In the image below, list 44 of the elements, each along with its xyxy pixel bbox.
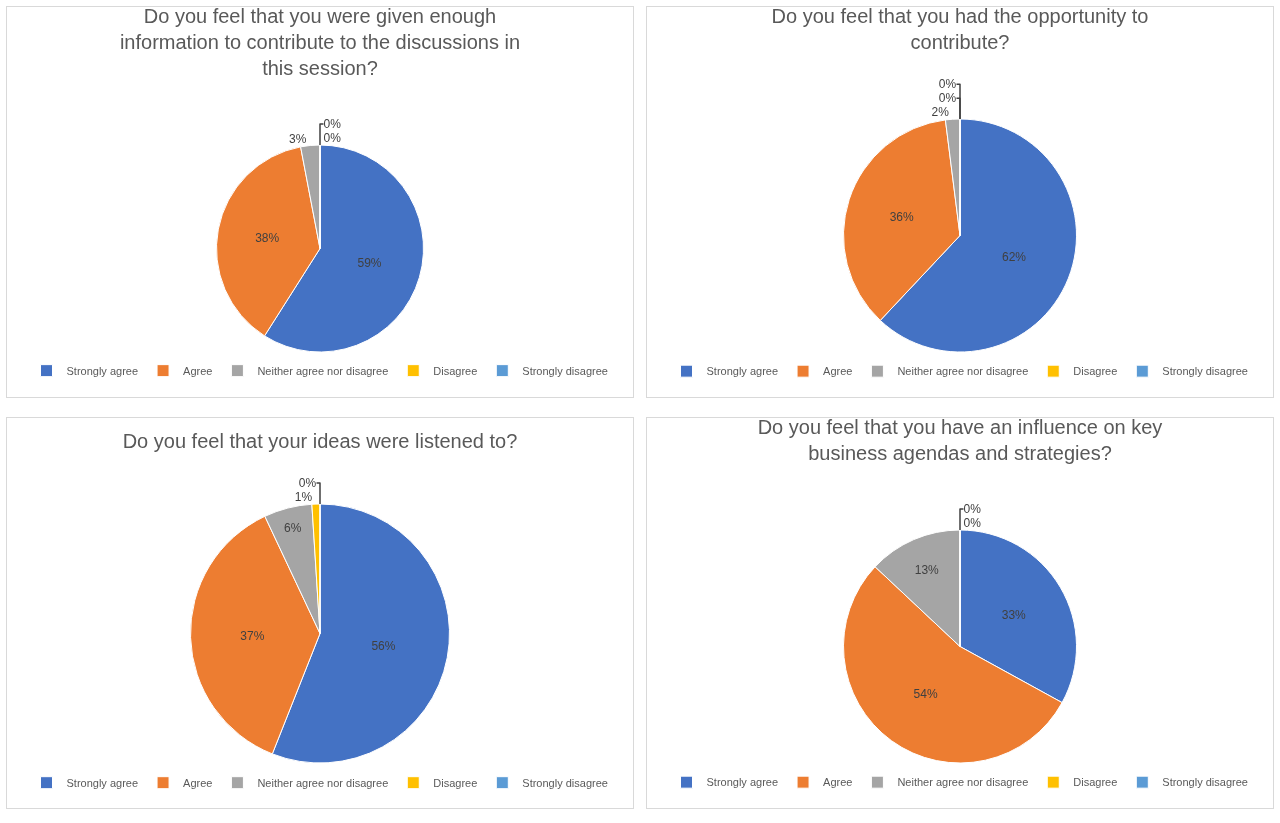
text: 0% [938,77,957,92]
text: 0% [963,502,981,516]
chart-title: Do you feel that you were given enough information to contribute to the discussions in this session? [119,4,521,79]
data-label: 37% [240,628,265,643]
legend-label: Agree [183,776,213,789]
legend-label: Strongly disagree [1162,365,1248,378]
legend-label: Neither agree nor disagree [257,364,389,377]
data-label: 13% [914,562,940,577]
text: 0% [938,91,957,106]
text: 0% [323,117,341,131]
legend-label: Strongly agree [66,776,139,789]
legend-label: Disagree [1073,776,1118,789]
legend-label: Disagree [433,776,478,789]
legend-label: Agree [823,776,853,789]
legend-label: Neither agree nor disagree [897,776,1029,789]
chart-title: Do you feel that you have an influence on key business agendas and strategies? [757,415,1163,464]
legend-label: Agree [183,364,213,377]
data-label: 6% [284,520,302,535]
legend-label: Strongly disagree [522,364,608,377]
legend-label: Strongly agree [706,776,779,789]
data-label: 56% [371,638,396,653]
chart-title: Do you feel that you had the opportunity to contribute? [771,4,1149,53]
legend-label: Neither agree nor disagree [257,776,389,789]
data-label: 3% [289,131,307,146]
text: 0% [963,516,981,530]
chart-title: Do you feel that your ideas were listened to? [122,429,518,452]
data-label: 33% [1001,607,1027,622]
data-label: 38% [255,231,280,246]
legend-label: Neither agree nor disagree [897,365,1029,378]
legend-label: Strongly agree [66,364,139,377]
legend-label: Strongly disagree [522,776,608,789]
data-label: 62% [1001,249,1027,264]
text: 0% [323,131,341,145]
legend-label: Strongly disagree [1162,776,1248,789]
legend-label: Strongly agree [706,365,779,378]
data-label: 36% [889,209,915,224]
legend-label: Disagree [433,364,478,377]
data-label: 2% [931,105,950,120]
legend-label: Disagree [1073,365,1118,378]
data-label: 1% [294,490,313,505]
legend-label: Agree [823,365,853,378]
text: 0% [298,476,317,491]
data-label: 59% [357,255,382,270]
data-label: 54% [913,686,938,701]
